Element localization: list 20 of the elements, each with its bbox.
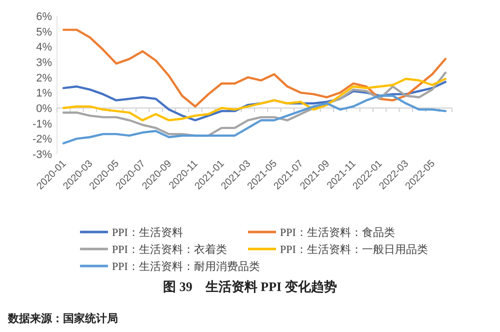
y-tick-label: -2% bbox=[32, 134, 52, 146]
y-tick-label: 2% bbox=[36, 72, 52, 84]
text: 图 39 生活资料 PPI 变化趋势 bbox=[163, 279, 337, 294]
y-tick-label: 6% bbox=[36, 11, 52, 23]
legend-label: PPI：生活资料：耐用消费品类 bbox=[112, 260, 260, 273]
line-series bbox=[62, 72, 447, 137]
legend-label: PPI：生活资料：衣着类 bbox=[112, 243, 227, 256]
line-series bbox=[62, 28, 447, 108]
y-tick-label: 0% bbox=[36, 103, 52, 115]
source-note: 数据来源：国家统计局 bbox=[7, 312, 118, 325]
legend-label: PPI：生活资料：食品类 bbox=[280, 226, 395, 239]
legend-label: PPI：生活资料：一般日用品类 bbox=[280, 243, 428, 256]
legend-label: PPI：生活资料 bbox=[112, 226, 183, 239]
y-tick-label: -1% bbox=[32, 118, 52, 130]
line-series bbox=[62, 94, 447, 144]
y-tick-label: 5% bbox=[36, 26, 52, 38]
y-tick-label: -3% bbox=[32, 149, 52, 161]
y-tick-label: 1% bbox=[36, 88, 52, 100]
y-tick-label: 4% bbox=[36, 42, 52, 54]
y-tick-label: 3% bbox=[36, 57, 52, 69]
